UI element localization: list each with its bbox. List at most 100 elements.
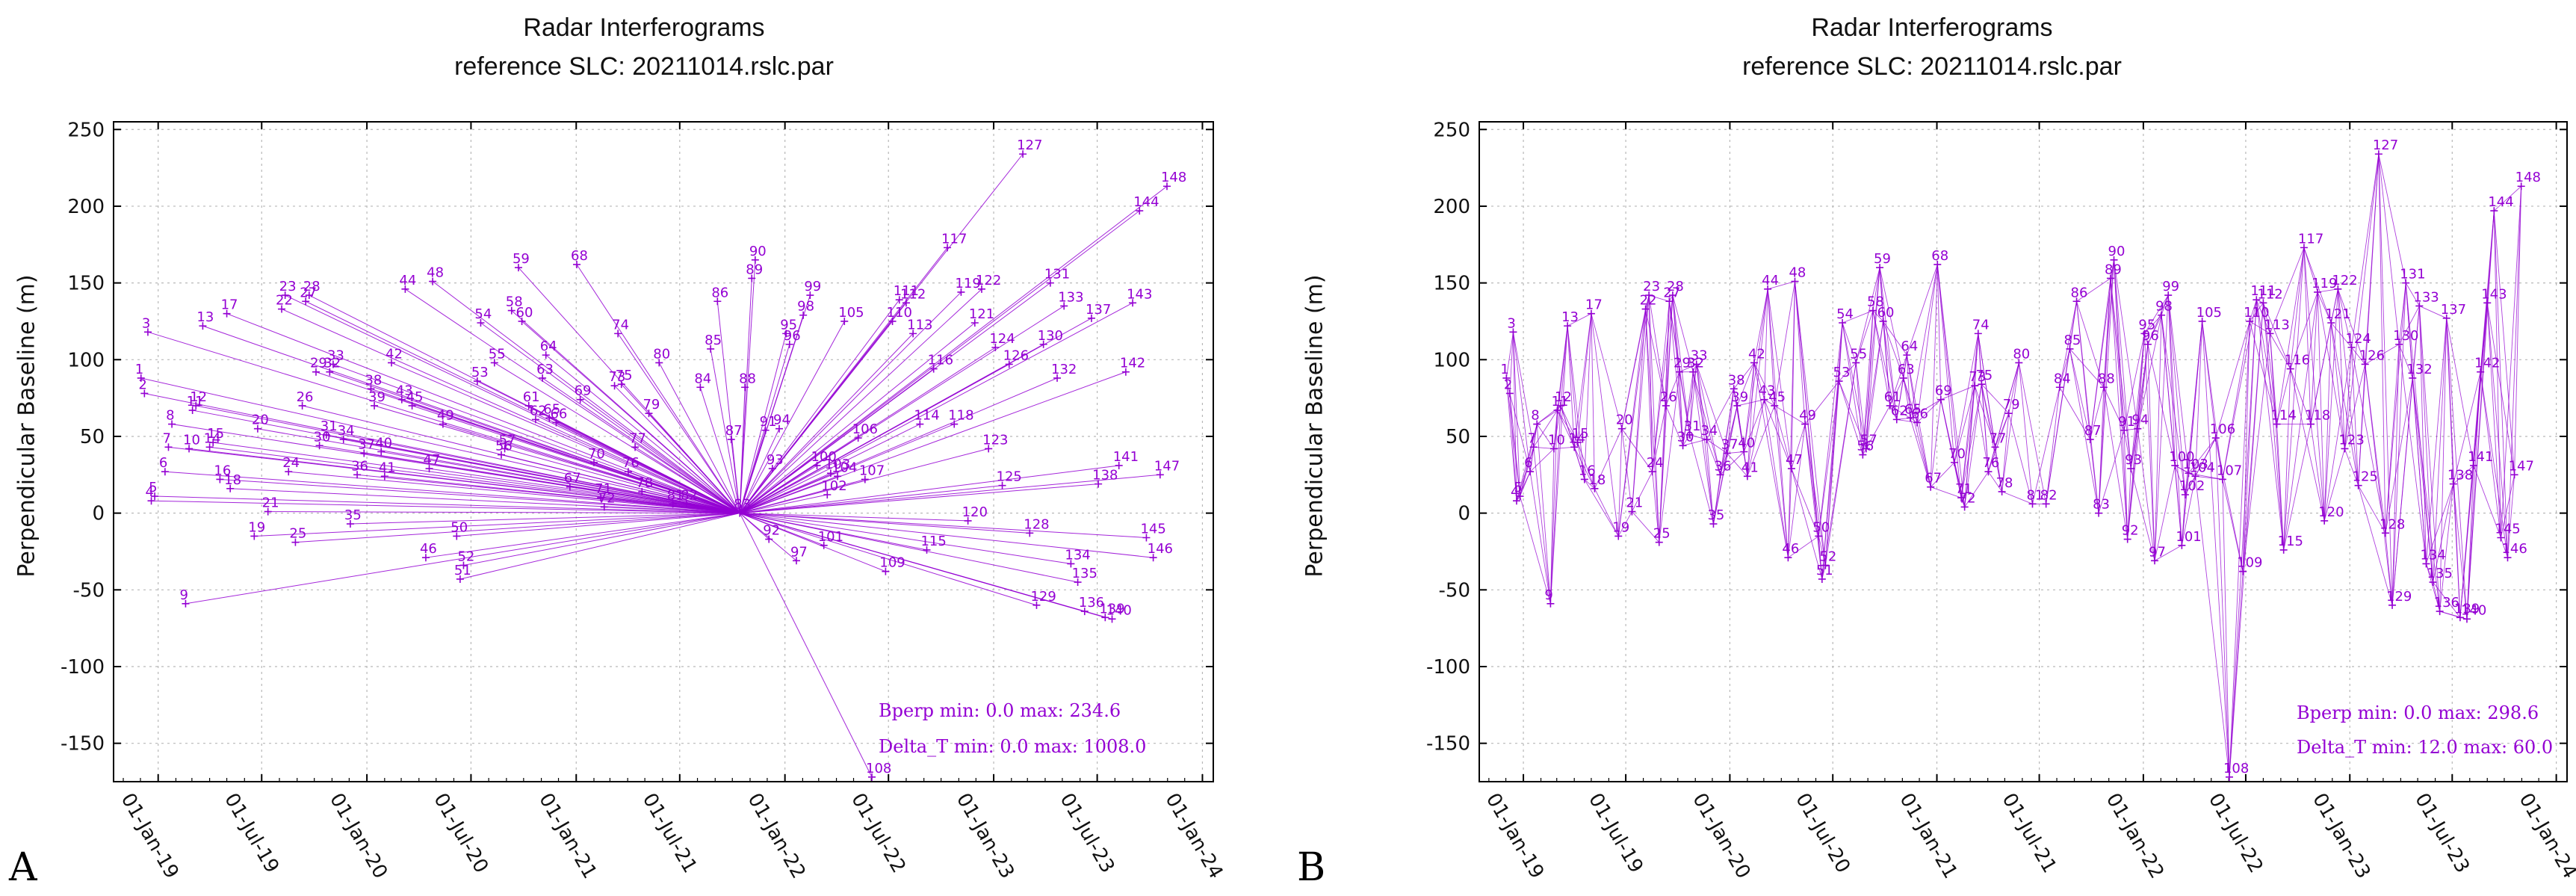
interferogram-pair	[2222, 479, 2230, 777]
acquisition-label: 2	[138, 377, 146, 392]
acquisition-point	[1005, 360, 1013, 368]
interferogram-pair	[1906, 355, 1911, 418]
interferogram-pair	[2154, 545, 2182, 561]
acquisition-point	[371, 401, 379, 410]
interferogram-pair	[1839, 380, 1863, 455]
interferogram-pair	[2453, 483, 2461, 618]
acquisition-point	[161, 468, 169, 476]
interferogram-pair	[1553, 405, 1561, 449]
acquisition-label: 34	[338, 423, 355, 439]
acquisition-label: 82	[2040, 487, 2058, 503]
interferogram-pair	[1567, 313, 1592, 327]
interferogram-pair	[2330, 322, 2359, 486]
acquisition-label: 2	[1504, 377, 1512, 392]
interferogram-pair	[1682, 439, 1707, 446]
acquisition-label: 22	[276, 293, 293, 309]
acquisition-label: 64	[1901, 339, 1918, 354]
acquisition-label: 24	[282, 455, 300, 471]
interferogram-pair	[2385, 282, 2406, 534]
acquisition-label: 115	[2278, 534, 2303, 549]
acquisition-point	[1733, 401, 1741, 410]
interferogram-pair	[2069, 348, 2091, 440]
interferogram-pair	[1567, 326, 1579, 443]
acquisition-label: 148	[2515, 170, 2541, 185]
acquisition-label: 7	[162, 430, 170, 446]
interferogram-pair	[1764, 288, 1768, 400]
interferogram-pair	[2337, 288, 2345, 449]
interferogram-pair	[2110, 278, 2128, 540]
x-tick-label: 01-Jan-24	[1160, 790, 1227, 883]
acquisition-point	[1074, 578, 1082, 587]
y-tick-label: -150	[1426, 733, 1470, 756]
interferogram-pair	[1788, 536, 1819, 558]
acquisition-label: 67	[1925, 471, 1942, 486]
acquisition-point	[1760, 395, 1768, 404]
acquisition-label: 34	[1700, 423, 1718, 439]
acquisition-label: 86	[2071, 285, 2088, 300]
acquisition-point	[1703, 436, 1711, 444]
acquisition-label: 8	[166, 408, 174, 424]
interferogram-pair	[1753, 362, 1765, 400]
interferogram-pair	[2137, 315, 2162, 429]
acquisition-point	[281, 291, 289, 300]
interferogram-pair	[2433, 483, 2454, 583]
interferogram-pair	[739, 185, 1168, 514]
acquisition-label: 131	[2400, 267, 2425, 282]
acquisition-point	[1502, 374, 1511, 382]
interferogram-pair	[147, 331, 740, 514]
interferogram-pair	[209, 446, 740, 514]
interferogram-pair	[350, 513, 740, 525]
acquisition-point	[1046, 279, 1054, 287]
interferogram-pair	[2493, 211, 2501, 538]
acquisition-label: 58	[506, 294, 523, 310]
interferogram-pair	[2391, 282, 2406, 605]
interferogram-pair	[504, 448, 740, 514]
acquisition-label: 12	[190, 389, 207, 405]
interferogram-pair	[2059, 301, 2077, 388]
interferogram-pair	[1974, 333, 1979, 386]
interferogram-pair	[2130, 333, 2145, 469]
interferogram-pair	[2433, 581, 2441, 612]
acquisition-point	[302, 297, 310, 306]
acquisition-label: 65	[1904, 401, 1922, 417]
interferogram-pair	[2161, 315, 2186, 495]
acquisition-label: 35	[344, 507, 362, 523]
interferogram-pair	[2480, 371, 2501, 538]
acquisition-label: 36	[1715, 458, 1732, 474]
acquisition-label: 32	[323, 356, 341, 371]
interferogram-pair	[343, 439, 740, 514]
interferogram-pair	[2195, 475, 2223, 480]
interferogram-pair	[220, 478, 740, 514]
interferogram-pair	[2358, 485, 2386, 534]
interferogram-pair	[1889, 377, 1904, 407]
interferogram-pair	[1743, 288, 1768, 452]
acquisition-label: 9	[1544, 587, 1552, 603]
interferogram-pair	[2358, 485, 2393, 605]
acquisition-point	[2402, 279, 2410, 287]
interferogram-pair	[1696, 364, 1728, 454]
acquisition-label: 79	[2003, 397, 2020, 413]
acquisition-label: 63	[1898, 362, 1915, 377]
acquisition-point	[1784, 554, 1792, 562]
interferogram-pair	[1981, 384, 1989, 472]
interferogram-pair	[391, 362, 740, 514]
interferogram-pair	[614, 385, 740, 513]
interferogram-pair	[1509, 393, 1520, 497]
acquisition-point	[707, 345, 715, 353]
acquisition-label: 83	[734, 497, 751, 513]
acquisition-label: 108	[2223, 761, 2249, 776]
interferogram-pair	[1682, 371, 1694, 446]
acquisition-label: 17	[1585, 297, 1603, 313]
acquisition-label: 5	[149, 480, 157, 495]
acquisition-point	[507, 306, 515, 315]
acquisition-label: 46	[420, 541, 437, 557]
interferogram-pair	[501, 454, 740, 514]
acquisition-label: 75	[616, 368, 633, 383]
interferogram-pair	[1679, 364, 1697, 373]
acquisition-point	[576, 395, 584, 404]
interferogram-pair	[740, 513, 1030, 534]
acquisition-point	[408, 401, 416, 410]
interferogram-pair	[740, 465, 1119, 514]
panel-a: Radar Interferograms reference SLC: 2021…	[9, 13, 1227, 890]
acquisition-point	[329, 360, 337, 368]
